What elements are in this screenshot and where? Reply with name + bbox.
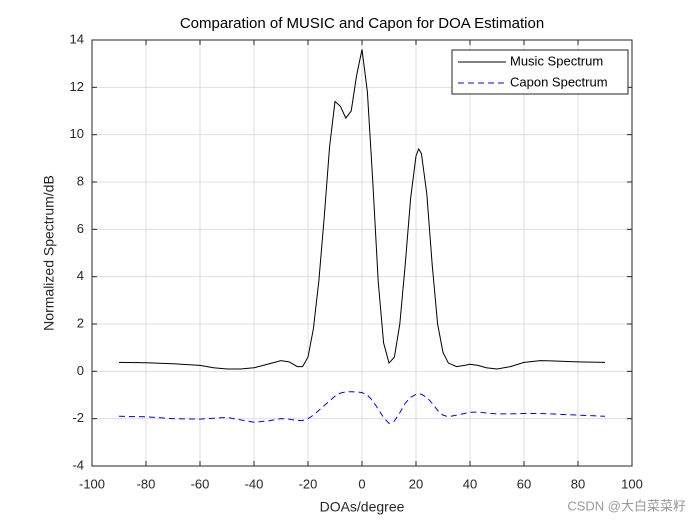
legend-label: Music Spectrum — [510, 53, 603, 68]
x-tick-label: 0 — [358, 476, 365, 491]
y-tick-label: 2 — [77, 315, 84, 330]
x-tick-label: -20 — [299, 476, 318, 491]
y-axis-label: Normalized Spectrum/dB — [41, 175, 57, 331]
x-tick-label: 100 — [621, 476, 643, 491]
x-tick-label: -100 — [79, 476, 105, 491]
chart-title: Comparation of MUSIC and Capon for DOA E… — [180, 15, 544, 32]
x-tick-label: 20 — [409, 476, 423, 491]
series-line — [118, 391, 606, 425]
y-tick-label: 4 — [77, 268, 84, 283]
y-tick-label: 8 — [77, 173, 84, 188]
watermark: CSDN @大白菜菜籽 — [567, 498, 686, 513]
x-tick-label: 40 — [463, 476, 477, 491]
y-tick-label: -4 — [72, 457, 84, 472]
legend-box — [451, 49, 629, 95]
x-axis-label: DOAs/degree — [320, 499, 405, 515]
y-tick-label: -2 — [72, 410, 84, 425]
axes-box — [91, 39, 633, 467]
y-tick-label: 10 — [70, 126, 84, 141]
series-line — [118, 49, 606, 370]
y-tick-label: 6 — [77, 221, 84, 236]
x-tick-label: -60 — [191, 476, 210, 491]
legend-label: Capon Spectrum — [510, 74, 608, 89]
x-tick-label: 60 — [517, 476, 531, 491]
y-tick-label: 0 — [77, 363, 84, 378]
x-tick-label: -80 — [137, 476, 156, 491]
y-tick-label: 12 — [70, 79, 84, 94]
x-tick-label: 80 — [571, 476, 585, 491]
x-tick-label: -40 — [245, 476, 264, 491]
y-tick-label: 14 — [70, 31, 84, 46]
